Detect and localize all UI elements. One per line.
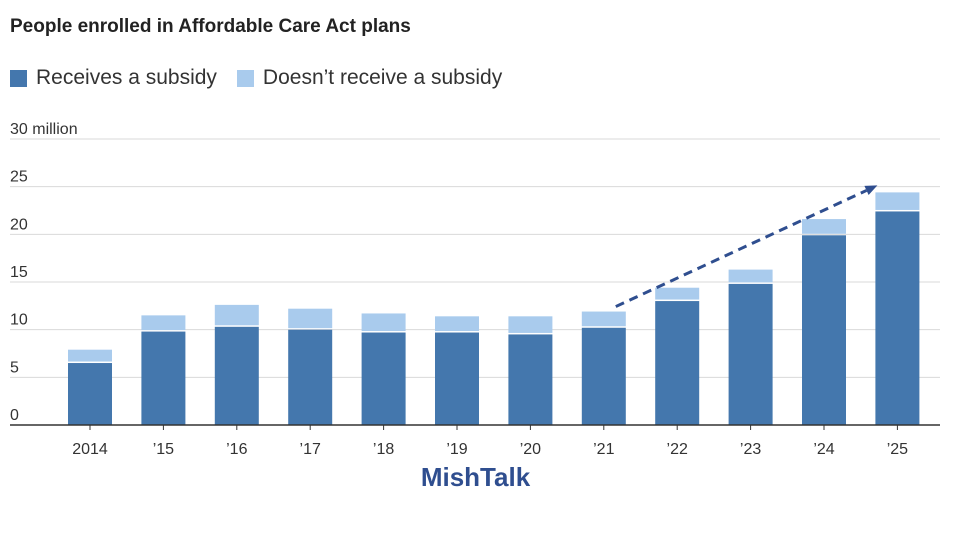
- legend: Receives a subsidy Doesn’t receive a sub…: [10, 66, 522, 90]
- bar-subsidy-5: [435, 332, 479, 425]
- trend-arrow-line: [615, 189, 868, 308]
- legend-label-no-subsidy: Doesn’t receive a subsidy: [262, 66, 503, 89]
- y-tick-label-30: 30 million: [10, 121, 78, 138]
- bar-subsidy-0: [68, 363, 112, 425]
- bar-subsidy-10: [802, 235, 846, 425]
- x-tick-label-2: ’16: [226, 441, 247, 458]
- bar-subsidy-11: [875, 211, 920, 425]
- y-tick-label-10: 10: [10, 312, 28, 329]
- bar-subsidy-6: [508, 334, 553, 425]
- bar-subsidy-9: [728, 283, 773, 425]
- x-tick-label-4: ’18: [373, 441, 394, 458]
- bar-no-subsidy-10: [802, 219, 846, 234]
- bar-no-subsidy-6: [508, 316, 553, 333]
- legend-item-subsidy: Receives a subsidy: [10, 66, 217, 90]
- bar-no-subsidy-2: [214, 304, 259, 326]
- bars: [68, 192, 920, 425]
- bar-subsidy-7: [581, 327, 626, 425]
- y-tick-label-0: 0: [10, 407, 19, 424]
- x-tick-label-7: ’21: [593, 441, 614, 458]
- x-tick-label-1: ’15: [153, 441, 174, 458]
- bar-no-subsidy-3: [288, 308, 333, 329]
- bar-subsidy-2: [214, 326, 259, 425]
- brand-watermark: MishTalk: [420, 462, 531, 492]
- bar-subsidy-4: [361, 332, 406, 425]
- x-tick-label-10: ’24: [813, 441, 834, 458]
- x-tick-label-3: ’17: [300, 441, 321, 458]
- y-tick-label-15: 15: [10, 264, 28, 281]
- legend-item-no-subsidy: Doesn’t receive a subsidy: [236, 66, 503, 90]
- y-tick-label-5: 5: [10, 359, 19, 376]
- bar-no-subsidy-11: [875, 192, 920, 210]
- y-tick-label-20: 20: [10, 216, 28, 233]
- bar-no-subsidy-7: [581, 311, 626, 327]
- chart-title: People enrolled in Affordable Care Act p…: [10, 16, 411, 37]
- legend-swatch-subsidy: [10, 69, 27, 87]
- bar-no-subsidy-8: [655, 287, 700, 300]
- y-tick-label-25: 25: [10, 169, 28, 186]
- trend-annotation: [615, 185, 878, 308]
- bar-subsidy-3: [288, 329, 333, 425]
- x-tick-label-8: ’22: [667, 441, 688, 458]
- bar-subsidy-8: [655, 301, 700, 425]
- bar-no-subsidy-5: [435, 316, 479, 332]
- bar-no-subsidy-4: [361, 313, 406, 332]
- x-tick-label-11: ’25: [887, 441, 908, 458]
- axes: 0 5 10 15 20 25 30 million 2014 ’15 ’16 ’17 ’18 ’19 ’…: [10, 121, 940, 458]
- trend-arrow-head: [864, 185, 878, 195]
- x-tick-label-0: 2014: [72, 441, 108, 458]
- legend-swatch-no-subsidy: [236, 69, 254, 87]
- bar-no-subsidy-0: [68, 349, 112, 362]
- x-tick-label-9: ’23: [740, 441, 761, 458]
- legend-label-subsidy: Receives a subsidy: [36, 66, 217, 89]
- bar-no-subsidy-9: [728, 269, 773, 283]
- bar-subsidy-1: [141, 331, 186, 425]
- x-tick-label-6: ’20: [520, 441, 541, 458]
- bar-no-subsidy-1: [141, 315, 186, 331]
- x-tick-label-5: ’19: [446, 441, 467, 458]
